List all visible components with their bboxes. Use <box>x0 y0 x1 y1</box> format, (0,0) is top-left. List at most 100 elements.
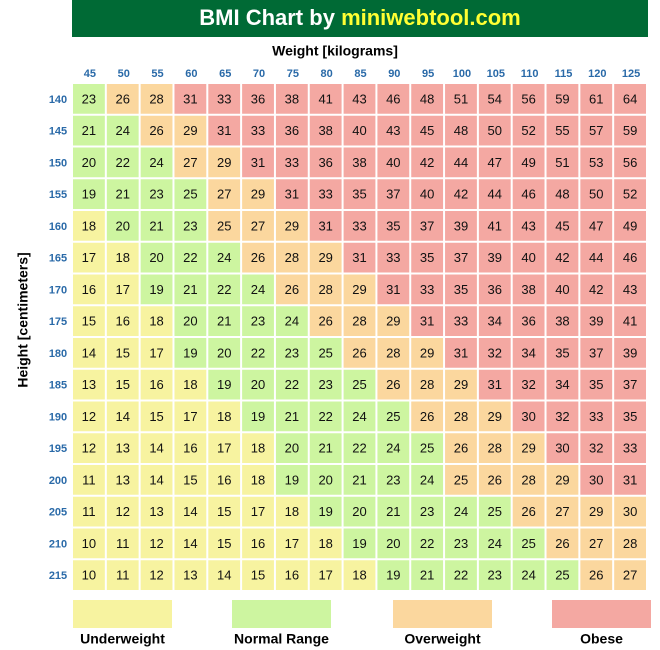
bmi-cell <box>140 465 173 495</box>
bmi-value: 29 <box>589 504 603 519</box>
bmi-cell <box>140 147 173 178</box>
bmi-cell <box>478 369 511 400</box>
bmi-value: 31 <box>217 123 231 138</box>
bmi-value: 49 <box>623 218 637 233</box>
bmi-value: 42 <box>555 250 569 265</box>
bmi-cell <box>546 338 579 368</box>
bmi-value: 39 <box>454 218 468 233</box>
bmi-value: 44 <box>589 250 603 265</box>
bmi-value: 38 <box>318 123 332 138</box>
bmi-cell <box>445 496 477 527</box>
bmi-value: 31 <box>386 282 400 297</box>
bmi-value: 34 <box>488 314 502 329</box>
bmi-cell <box>478 274 511 305</box>
bmi-value: 35 <box>555 345 569 360</box>
bmi-value: 35 <box>352 187 366 202</box>
weight-header: 55 <box>151 68 163 80</box>
bmi-value: 17 <box>318 568 332 583</box>
bmi-cell <box>73 306 105 336</box>
bmi-value: 39 <box>623 345 637 360</box>
bmi-value: 20 <box>285 441 299 456</box>
bmi-cell <box>208 528 241 559</box>
bmi-value: 26 <box>352 345 366 360</box>
bmi-cell <box>140 560 173 590</box>
bmi-cell <box>106 369 139 400</box>
bmi-cell <box>478 179 511 209</box>
bmi-cell <box>411 242 444 273</box>
bmi-cell <box>614 274 646 305</box>
bmi-cell <box>343 242 376 273</box>
bmi-value: 16 <box>285 568 299 583</box>
bmi-value: 46 <box>623 250 637 265</box>
bmi-value: 57 <box>589 123 603 138</box>
bmi-value: 46 <box>386 91 400 106</box>
bmi-cell <box>275 560 308 590</box>
bmi-cell <box>580 401 613 432</box>
bmi-value: 20 <box>251 377 265 392</box>
bmi-value: 35 <box>420 250 434 265</box>
bmi-value: 51 <box>454 91 468 106</box>
height-header: 140 <box>49 94 67 106</box>
bmi-value: 36 <box>318 155 332 170</box>
bmi-value: 43 <box>521 218 535 233</box>
y-label: Height [centimeters] <box>15 252 31 387</box>
bmi-cell <box>377 560 410 590</box>
bmi-value: 23 <box>183 218 197 233</box>
bmi-value: 26 <box>251 250 265 265</box>
bmi-value: 25 <box>488 504 502 519</box>
bmi-value: 25 <box>217 218 231 233</box>
bmi-cell <box>614 147 646 178</box>
height-header: 200 <box>49 475 67 487</box>
bmi-value: 23 <box>149 187 163 202</box>
bmi-value: 41 <box>318 91 332 106</box>
bmi-value: 40 <box>555 282 569 297</box>
bmi-value: 31 <box>420 314 434 329</box>
bmi-cell <box>546 179 579 209</box>
bmi-cell <box>309 211 342 241</box>
bmi-cell <box>174 242 207 273</box>
bmi-value: 14 <box>116 409 130 424</box>
bmi-cell <box>478 84 511 114</box>
bmi-cell <box>309 274 342 305</box>
bmi-cell <box>140 84 173 114</box>
bmi-cell <box>275 179 308 209</box>
bmi-cell <box>445 338 477 368</box>
bmi-value: 33 <box>352 218 366 233</box>
bmi-cell <box>343 338 376 368</box>
bmi-cell <box>343 179 376 209</box>
bmi-cell <box>140 274 173 305</box>
bmi-value: 56 <box>521 91 535 106</box>
bmi-cell <box>512 115 545 146</box>
bmi-cell <box>512 560 545 590</box>
bmi-value: 22 <box>318 409 332 424</box>
bmi-value: 27 <box>623 568 637 583</box>
bmi-cell <box>140 401 173 432</box>
bmi-value: 40 <box>386 155 400 170</box>
bmi-value: 29 <box>488 409 502 424</box>
bmi-cell <box>106 242 139 273</box>
height-header: 195 <box>49 443 67 455</box>
bmi-cell <box>208 147 241 178</box>
bmi-cell <box>73 560 105 590</box>
bmi-value: 29 <box>352 282 366 297</box>
bmi-value: 48 <box>555 187 569 202</box>
bmi-cell <box>309 560 342 590</box>
bmi-cell <box>174 560 207 590</box>
bmi-cell <box>208 84 241 114</box>
bmi-cell <box>275 465 308 495</box>
bmi-value: 44 <box>488 187 502 202</box>
bmi-cell <box>73 274 105 305</box>
bmi-value: 21 <box>318 441 332 456</box>
bmi-cell <box>208 401 241 432</box>
bmi-cell <box>478 433 511 463</box>
bmi-value: 14 <box>149 472 163 487</box>
bmi-value: 24 <box>352 409 366 424</box>
bmi-cell <box>546 433 579 463</box>
bmi-cell <box>343 465 376 495</box>
bmi-value: 26 <box>116 91 130 106</box>
bmi-value: 22 <box>285 377 299 392</box>
bmi-cell <box>208 465 241 495</box>
bmi-value: 36 <box>488 282 502 297</box>
bmi-value: 31 <box>318 218 332 233</box>
bmi-value: 47 <box>488 155 502 170</box>
